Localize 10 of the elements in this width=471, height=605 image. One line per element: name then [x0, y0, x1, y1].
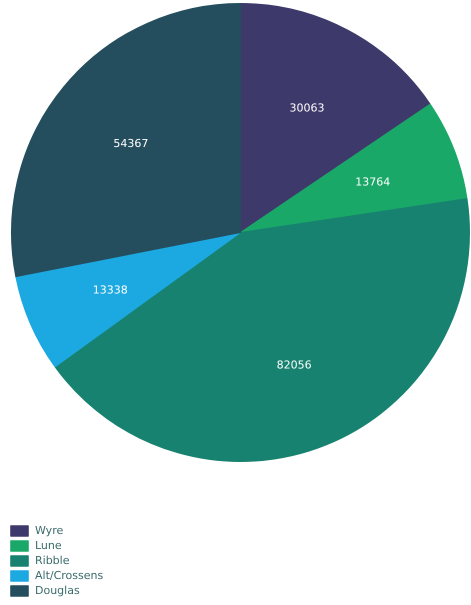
- legend-label: Alt/Crossens: [35, 569, 104, 582]
- legend-label: Wyre: [35, 524, 64, 537]
- data-label: 13338: [92, 284, 128, 297]
- data-label: 30063: [290, 102, 325, 115]
- data-label: 82056: [276, 358, 312, 372]
- data-label: 13764: [355, 175, 390, 188]
- legend-label: Douglas: [35, 584, 80, 597]
- data-label: 54367: [113, 136, 148, 150]
- legend-label: Ribble: [35, 554, 70, 567]
- legend-label: Lune: [35, 539, 62, 552]
